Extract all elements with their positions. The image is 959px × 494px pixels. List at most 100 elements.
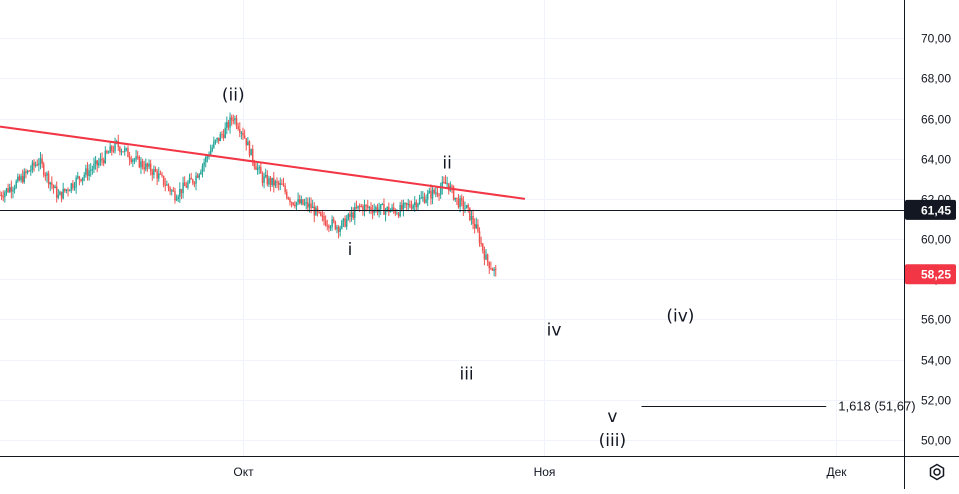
candle-body bbox=[192, 179, 194, 183]
candle-body bbox=[188, 177, 191, 183]
y-tick-label: 68,00 bbox=[921, 72, 951, 86]
candle-body bbox=[248, 141, 251, 156]
candle-body bbox=[10, 187, 13, 192]
candle-body bbox=[313, 206, 316, 216]
candle-body bbox=[235, 118, 238, 127]
candle-body bbox=[276, 181, 278, 183]
candle-body bbox=[243, 135, 246, 139]
candle-body bbox=[365, 205, 367, 207]
candle-body bbox=[96, 160, 98, 166]
candle-body bbox=[483, 250, 486, 260]
y-tick-label: 56,00 bbox=[921, 313, 951, 327]
candles bbox=[0, 112, 497, 277]
candle-body bbox=[493, 268, 495, 271]
candle-body bbox=[229, 117, 231, 128]
candle-body bbox=[292, 202, 294, 205]
chart-settings-button[interactable] bbox=[922, 457, 952, 487]
candle-body bbox=[158, 173, 160, 179]
candle-body bbox=[352, 212, 354, 219]
candle-body bbox=[425, 199, 427, 203]
candle-body bbox=[182, 182, 184, 194]
candle-body bbox=[269, 178, 272, 185]
candle-body bbox=[297, 199, 299, 203]
candle-body bbox=[258, 167, 260, 169]
candle-body bbox=[25, 171, 27, 173]
candle-body bbox=[396, 213, 398, 215]
candle-body bbox=[93, 163, 95, 170]
candle-body bbox=[423, 196, 426, 203]
y-tick-label: 52,00 bbox=[921, 394, 951, 408]
candle-body bbox=[302, 199, 304, 205]
candle-body bbox=[448, 183, 450, 191]
candle-body bbox=[362, 206, 364, 212]
candle-body bbox=[44, 175, 47, 177]
candle-body bbox=[405, 202, 408, 205]
candle-body bbox=[12, 189, 14, 192]
candle-body bbox=[260, 167, 262, 174]
candle-body bbox=[274, 181, 277, 186]
candle-body bbox=[371, 210, 374, 213]
candle-body bbox=[388, 206, 390, 213]
candle-body bbox=[175, 198, 178, 201]
candle-body bbox=[462, 200, 465, 209]
candle-body bbox=[119, 146, 121, 152]
candle-body bbox=[33, 162, 35, 166]
candle-body bbox=[67, 189, 69, 191]
candle-body bbox=[38, 163, 40, 166]
candle-body bbox=[23, 171, 26, 183]
candle-body bbox=[193, 182, 196, 184]
candle-body bbox=[234, 118, 236, 121]
candle-body bbox=[284, 185, 286, 192]
candle-body bbox=[239, 129, 241, 133]
wave-label: i bbox=[348, 240, 353, 260]
candle-body bbox=[221, 134, 223, 136]
candle-body bbox=[344, 218, 346, 227]
candle-body bbox=[106, 150, 108, 153]
candle-body bbox=[381, 204, 384, 206]
drawings[interactable] bbox=[0, 125, 904, 407]
candle-body bbox=[183, 182, 186, 187]
candle-body bbox=[478, 231, 481, 243]
candle-body bbox=[89, 169, 92, 171]
candle-body bbox=[407, 203, 410, 205]
candle-body bbox=[169, 187, 171, 192]
candle-body bbox=[226, 122, 228, 128]
candle-body bbox=[115, 140, 118, 142]
candle-body bbox=[316, 207, 319, 212]
candle-body bbox=[114, 141, 116, 151]
candle-body bbox=[490, 268, 492, 270]
candle-body bbox=[102, 160, 105, 163]
candle-body bbox=[391, 207, 393, 211]
x-tick-label: Ноя bbox=[534, 465, 556, 479]
trendline[interactable] bbox=[0, 125, 526, 200]
candle-body bbox=[446, 183, 448, 185]
candle-body bbox=[251, 148, 254, 162]
last-price-badge: 58,25 bbox=[921, 268, 951, 282]
candle-body bbox=[60, 191, 63, 199]
candle-body bbox=[475, 224, 478, 229]
candle-body bbox=[237, 126, 239, 130]
candle-body bbox=[273, 177, 275, 186]
wave-label: (ii) bbox=[222, 85, 245, 105]
candle-body bbox=[240, 132, 243, 134]
candle-body bbox=[162, 175, 165, 185]
candle-body bbox=[51, 182, 53, 186]
candle-body bbox=[55, 186, 58, 198]
candle-body bbox=[18, 176, 21, 181]
candle-body bbox=[107, 152, 110, 154]
candle-body bbox=[42, 163, 45, 176]
candle-body bbox=[101, 158, 103, 161]
candle-body bbox=[64, 188, 66, 191]
candle-body bbox=[409, 203, 411, 207]
candle-body bbox=[75, 177, 77, 188]
candle-body bbox=[190, 177, 192, 180]
candle-body bbox=[133, 159, 136, 161]
candle-body bbox=[180, 188, 183, 194]
candle-body bbox=[441, 182, 444, 189]
candle-body bbox=[62, 188, 64, 199]
candle-body bbox=[86, 168, 89, 176]
candle-body bbox=[464, 208, 466, 210]
candle-body bbox=[435, 192, 437, 194]
